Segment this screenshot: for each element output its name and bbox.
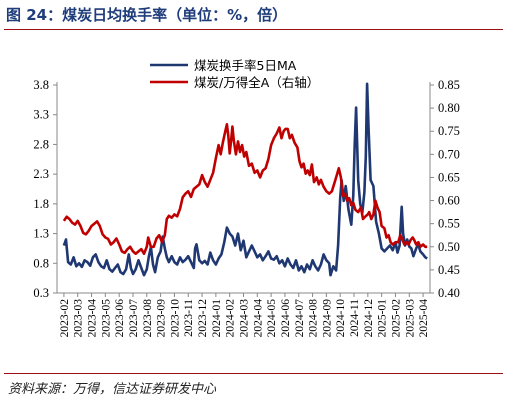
source-rule [4,373,503,374]
left-tick-label: 1.3 [33,227,49,241]
left-tick-label: 2.3 [33,167,49,181]
source-note: 资料来源：万得，信达证券研发中心 [8,382,217,397]
x-tick-label: 2024-05 [266,299,278,338]
right-tick-label: 0.45 [438,263,460,277]
x-tick-label: 2023-10 [169,299,181,338]
x-tick-label: 2024-03 [239,299,251,338]
turnover-5d-ma-line [62,82,428,277]
title-rule [4,29,503,30]
coal-to-wind-a-ratio-line [62,123,428,255]
left-tick-label: 3.8 [33,78,49,92]
right-tick-label: 0.80 [438,101,460,115]
x-tick-label: 2024-11 [349,299,361,337]
left-tick-label: 2.8 [33,137,49,151]
figure-title: 图 24：煤炭日均换手率（单位：%，倍） [6,6,288,24]
chart-axes: 3.8 3.3 2.8 2.3 1.8 1.3 0.8 0.3 0.85 0.80 0.75 0.70… [33,78,460,337]
line-chart: 3.8 3.3 2.8 2.3 1.8 1.3 0.8 0.3 0.85 0.80 0.75 0.70… [33,58,460,337]
right-tick-label: 0.50 [438,240,460,254]
right-tick-label: 0.55 [438,217,460,231]
x-tick-label: 2023-12 [197,299,209,338]
x-tick-label: 2024-08 [308,299,320,338]
x-tick-label: 2025-03 [404,299,416,338]
x-tick-label: 2024-09 [321,299,333,338]
x-tick-label: 2024-12 [363,299,375,338]
right-tick-label: 0.40 [438,286,460,300]
x-tick-label: 2024-10 [335,299,347,338]
x-tick-label: 2023-04 [87,299,99,338]
x-tick-label: 2023-06 [114,299,126,338]
legend-label-1: 煤炭换手率5日MA [194,58,297,73]
x-tick-label: 2024-04 [252,299,264,338]
x-tick-label: 2024-02 [225,299,237,338]
x-tick-label: 2024-01 [211,299,223,338]
chart-lines [62,82,428,277]
x-tick-label: 2023-03 [73,299,85,338]
x-tick-label: 2023-11 [183,299,195,337]
right-tick-label: 0.85 [438,78,460,92]
x-tick-label: 2025-01 [377,299,389,338]
left-tick-label: 1.8 [33,197,49,211]
left-tick-label: 0.3 [33,286,49,300]
right-tick-label: 0.70 [438,147,460,161]
right-tick-label: 0.75 [438,124,460,138]
right-tick-label: 0.65 [438,170,460,184]
chart-legend: 煤炭换手率5日MA 煤炭/万得全A（右轴） [150,58,319,90]
right-tick-label: 0.60 [438,194,460,208]
x-tick-label: 2023-05 [100,299,112,338]
left-tick-label: 3.3 [33,108,49,122]
x-tick-label: 2024-06 [280,299,292,338]
legend-label-2: 煤炭/万得全A（右轴） [194,75,319,90]
x-tick-label: 2025-02 [390,299,402,338]
x-tick-label: 2023-02 [59,299,71,338]
x-tick-label: 2024-07 [294,299,306,338]
x-tick-label: 2023-07 [128,299,140,338]
left-tick-label: 0.8 [33,256,49,270]
x-tick-label: 2025-04 [418,299,430,338]
x-tick-label: 2023-09 [156,299,168,338]
x-tick-label: 2023-08 [142,299,154,338]
